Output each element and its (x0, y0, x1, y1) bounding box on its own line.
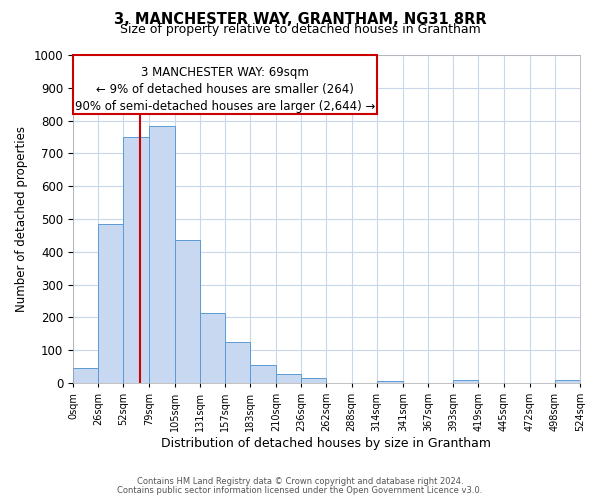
Text: 90% of semi-detached houses are larger (2,644) →: 90% of semi-detached houses are larger (… (75, 100, 375, 113)
Bar (149, 126, 175, 383)
FancyBboxPatch shape (73, 55, 377, 114)
Bar (555, 380, 580, 383)
Bar (175, 240, 200, 383)
Bar (73, 368, 98, 383)
Y-axis label: Number of detached properties: Number of detached properties (15, 126, 28, 312)
Text: Size of property relative to detached houses in Grantham: Size of property relative to detached ho… (119, 24, 481, 36)
Bar (276, 374, 301, 383)
Bar (225, 342, 250, 383)
Text: ← 9% of detached houses are smaller (264): ← 9% of detached houses are smaller (264… (96, 84, 354, 96)
Text: Contains HM Land Registry data © Crown copyright and database right 2024.: Contains HM Land Registry data © Crown c… (137, 477, 463, 486)
Bar (377, 382, 403, 383)
Text: 3 MANCHESTER WAY: 69sqm: 3 MANCHESTER WAY: 69sqm (141, 66, 309, 80)
X-axis label: Distribution of detached houses by size in Grantham: Distribution of detached houses by size … (161, 437, 491, 450)
Bar (123, 137, 149, 383)
Text: 3, MANCHESTER WAY, GRANTHAM, NG31 8RR: 3, MANCHESTER WAY, GRANTHAM, NG31 8RR (113, 12, 487, 28)
Bar (250, 365, 276, 383)
Bar (301, 378, 326, 383)
Bar (453, 380, 478, 383)
Text: Contains public sector information licensed under the Open Government Licence v3: Contains public sector information licen… (118, 486, 482, 495)
Bar (200, 312, 225, 383)
Bar (98, 224, 123, 383)
